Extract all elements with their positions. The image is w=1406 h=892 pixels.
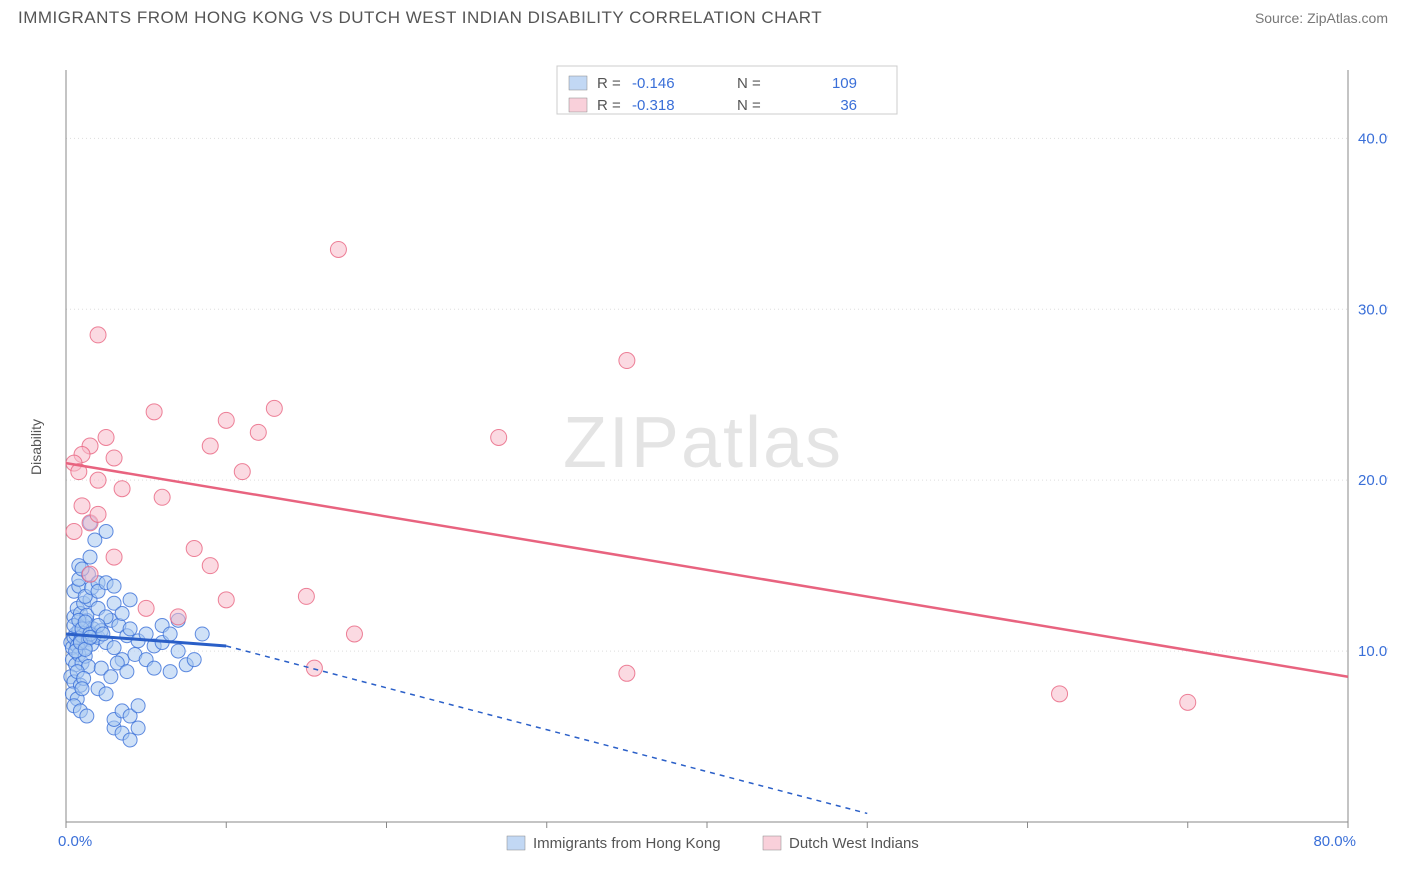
y-axis-label: Disability [28, 419, 44, 475]
source-label: Source: ZipAtlas.com [1255, 10, 1388, 26]
svg-text:R =: R = [597, 97, 621, 114]
svg-text:10.0%: 10.0% [1358, 643, 1388, 660]
svg-text:80.0%: 80.0% [1313, 833, 1356, 850]
svg-text:0.0%: 0.0% [58, 833, 92, 850]
svg-text:30.0%: 30.0% [1358, 301, 1388, 318]
chart-area: Disability 10.0% 20.0% 30.0% 40.0% 0.0% 80.0%… [18, 32, 1388, 862]
svg-text:N =: N = [737, 75, 761, 92]
svg-text:-0.146: -0.146 [632, 75, 675, 92]
svg-text:-0.318: -0.318 [632, 97, 675, 114]
svg-text:R =: R = [597, 75, 621, 92]
svg-text:20.0%: 20.0% [1358, 472, 1388, 489]
svg-text:36: 36 [840, 97, 857, 114]
svg-text:Dutch West Indians: Dutch West Indians [789, 835, 919, 852]
svg-text:40.0%: 40.0% [1358, 130, 1388, 147]
svg-text:109: 109 [832, 75, 857, 92]
scatter-chart: 10.0% 20.0% 30.0% 40.0% 0.0% 80.0% R = -0.146 N … [18, 32, 1388, 862]
svg-text:N =: N = [737, 97, 761, 114]
svg-text:Immigrants from Hong Kong: Immigrants from Hong Kong [533, 835, 721, 852]
chart-title: IMMIGRANTS FROM HONG KONG VS DUTCH WEST … [18, 8, 822, 28]
